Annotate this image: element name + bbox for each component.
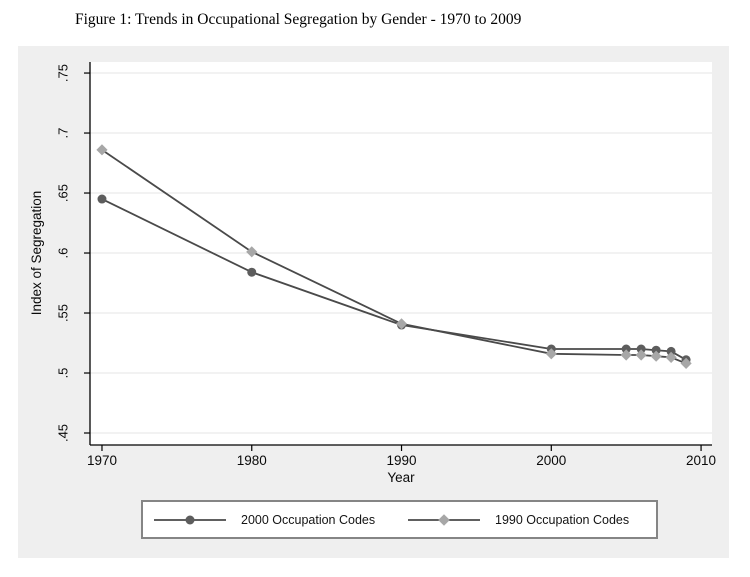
data-point-diamond bbox=[665, 351, 677, 364]
data-point-circle bbox=[97, 194, 107, 204]
figure-title: Figure 1: Trends in Occupational Segrega… bbox=[75, 11, 522, 28]
y-tick-label: .75 bbox=[56, 64, 71, 82]
y-tick-label: .6 bbox=[56, 248, 71, 259]
data-point-diamond bbox=[246, 246, 258, 258]
y-tick-label: .45 bbox=[56, 424, 71, 442]
data-point-diamond bbox=[650, 350, 662, 362]
legend-label: 1990 Occupation Codes bbox=[495, 512, 630, 527]
data-point-circle bbox=[621, 344, 631, 354]
legend-entry-1990-codes: 1990 Occupation Codes bbox=[406, 502, 629, 537]
data-point-diamond bbox=[395, 318, 408, 330]
data-point-diamond bbox=[635, 349, 647, 361]
x-tick-label: 2010 bbox=[686, 453, 716, 468]
legend-label: 2000 Occupation Codes bbox=[241, 512, 376, 527]
legend-swatch-circle bbox=[154, 515, 226, 524]
x-tick-label: 1980 bbox=[237, 453, 267, 468]
y-axis-title: Index of Segregation bbox=[29, 190, 44, 316]
data-point-diamond bbox=[620, 349, 632, 361]
x-axis-title: Year bbox=[387, 470, 415, 485]
data-point-diamond bbox=[680, 357, 692, 370]
data-point-diamond bbox=[545, 348, 557, 360]
y-tick-label: .65 bbox=[56, 184, 71, 202]
diamond-marker-icon bbox=[438, 513, 450, 526]
y-tick-label: .55 bbox=[56, 304, 71, 322]
data-point-circle bbox=[666, 346, 676, 356]
x-tick-label: 2000 bbox=[536, 453, 566, 468]
y-tick-label: .7 bbox=[56, 128, 71, 139]
x-tick-label: 1990 bbox=[387, 453, 417, 468]
data-point-diamond bbox=[96, 144, 108, 156]
legend: 2000 Occupation Codes 1990 Occupation Co… bbox=[141, 500, 658, 539]
y-tick-label: .5 bbox=[56, 368, 71, 379]
data-point-circle bbox=[636, 344, 646, 354]
data-point-circle bbox=[651, 345, 661, 355]
circle-marker-icon bbox=[185, 515, 195, 524]
legend-swatch-diamond bbox=[408, 513, 480, 526]
legend-entry-2000-codes: 2000 Occupation Codes bbox=[152, 502, 375, 537]
x-tick-label: 1970 bbox=[87, 453, 117, 468]
data-point-circle bbox=[247, 267, 257, 277]
